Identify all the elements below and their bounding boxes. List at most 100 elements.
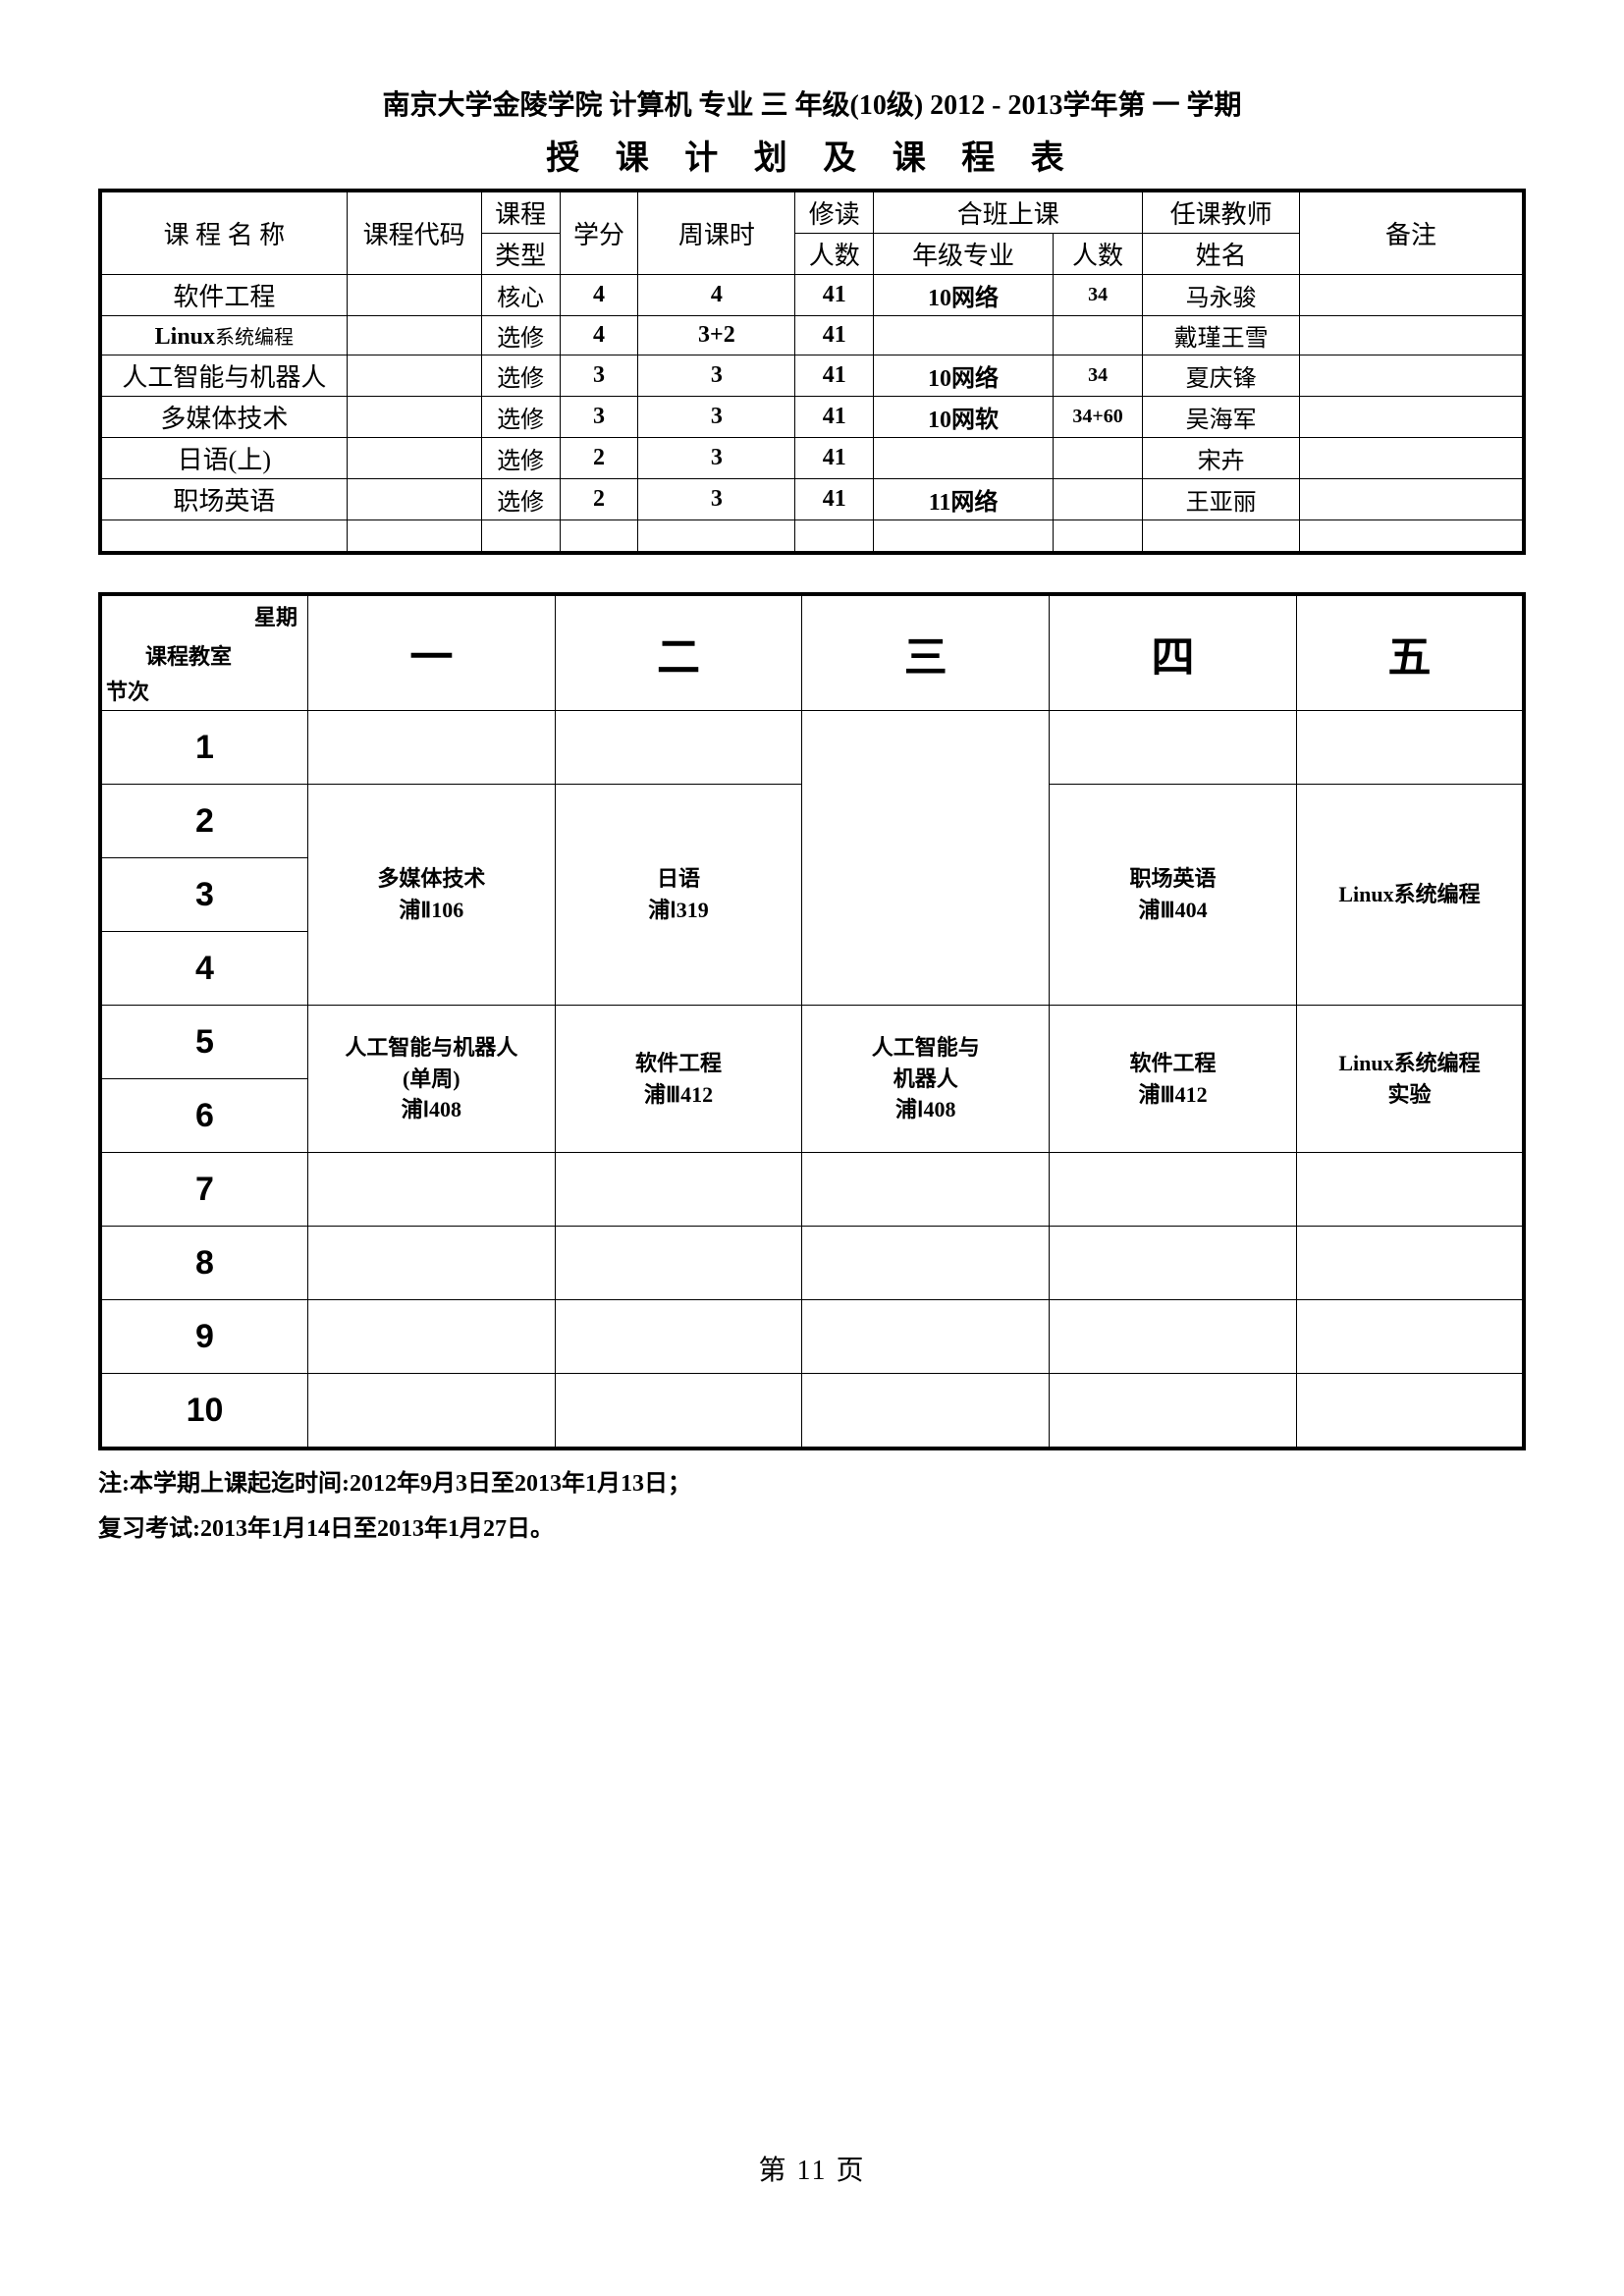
col-enroll2: 人数: [795, 234, 874, 275]
course-plan-table: 课 程 名 称课程代码课程学分周课时修读合班上课任课教师备注类型人数年级专业人数…: [98, 189, 1526, 555]
count-cell: 34: [1053, 355, 1142, 397]
hours-cell: 4: [638, 275, 795, 316]
empty-slot: [307, 1300, 555, 1374]
empty-slot: [1050, 1374, 1297, 1449]
period-label: 10: [100, 1374, 307, 1449]
schedule-corner: 星期课程教室节次: [100, 594, 307, 711]
empty-cell: [560, 520, 638, 554]
grade-cell: [874, 316, 1054, 355]
credits-cell: 4: [560, 275, 638, 316]
teacher-cell: 宋卉: [1143, 438, 1300, 479]
period-label: 3: [100, 858, 307, 932]
col-course-type2: 类型: [481, 234, 560, 275]
empty-cell: [1300, 520, 1524, 554]
col-teacher2: 姓名: [1143, 234, 1300, 275]
remark-cell: [1300, 316, 1524, 355]
page-number: 第 11 页: [0, 2149, 1624, 2188]
credits-cell: 2: [560, 438, 638, 479]
course-slot: Linux系统编程实验: [1296, 1006, 1524, 1153]
hours-cell: 3: [638, 438, 795, 479]
empty-cell: [481, 520, 560, 554]
course-type-cell: 选修: [481, 316, 560, 355]
period-label: 5: [100, 1006, 307, 1079]
enroll-cell: 41: [795, 355, 874, 397]
grade-cell: [874, 438, 1054, 479]
col-course-code: 课程代码: [347, 191, 481, 275]
period-label: 1: [100, 711, 307, 785]
empty-slot: [1296, 1227, 1524, 1300]
empty-slot: [1296, 1374, 1524, 1449]
col-weekly-hours: 周课时: [638, 191, 795, 275]
empty-slot: [307, 711, 555, 785]
remark-cell: [1300, 438, 1524, 479]
empty-cell: [874, 520, 1054, 554]
empty-slot: [555, 711, 802, 785]
count-cell: 34+60: [1053, 397, 1142, 438]
col-remark: 备注: [1300, 191, 1524, 275]
empty-slot: [802, 1300, 1050, 1374]
credits-cell: 3: [560, 397, 638, 438]
page-title: 南京大学金陵学院 计算机 专业 三 年级(10级) 2012 - 2013学年第…: [98, 83, 1526, 123]
col-teacher1: 任课教师: [1143, 191, 1300, 234]
empty-slot: [1050, 711, 1297, 785]
empty-slot: [555, 1374, 802, 1449]
page-subtitle: 授 课 计 划 及 课 程 表: [98, 131, 1526, 179]
hours-cell: 3: [638, 479, 795, 520]
empty-cell: [347, 520, 481, 554]
empty-cell: [638, 520, 795, 554]
day-header: 一: [307, 594, 555, 711]
course-name-cell: 软件工程: [100, 275, 347, 316]
grade-cell: 11网络: [874, 479, 1054, 520]
course-code-cell: [347, 316, 481, 355]
col-count2: 人数: [1053, 234, 1142, 275]
enroll-cell: 41: [795, 397, 874, 438]
course-name-cell: 人工智能与机器人: [100, 355, 347, 397]
course-slot: Linux系统编程: [1296, 785, 1524, 1006]
hours-cell: 3: [638, 397, 795, 438]
footnote-line1: 注:本学期上课起迄时间:2012年9月3日至2013年1月13日；: [98, 1462, 1526, 1507]
teacher-cell: 夏庆锋: [1143, 355, 1300, 397]
period-label: 8: [100, 1227, 307, 1300]
day-header: 三: [802, 594, 1050, 711]
empty-slot: [1296, 711, 1524, 785]
day-header: 二: [555, 594, 802, 711]
course-type-cell: 选修: [481, 355, 560, 397]
grade-cell: 10网络: [874, 355, 1054, 397]
credits-cell: 2: [560, 479, 638, 520]
empty-slot: [307, 1374, 555, 1449]
credits-cell: 3: [560, 355, 638, 397]
course-name-cell: Linux系统编程: [100, 316, 347, 355]
empty-slot: [802, 1374, 1050, 1449]
empty-slot: [555, 1153, 802, 1227]
teacher-cell: 吴海军: [1143, 397, 1300, 438]
empty-cell: [1053, 520, 1142, 554]
course-type-cell: 选修: [481, 479, 560, 520]
count-cell: [1053, 479, 1142, 520]
empty-cell: [795, 520, 874, 554]
day-header: 四: [1050, 594, 1297, 711]
course-type-cell: 选修: [481, 397, 560, 438]
enroll-cell: 41: [795, 275, 874, 316]
empty-slot: [307, 1227, 555, 1300]
footnote: 注:本学期上课起迄时间:2012年9月3日至2013年1月13日； 复习考试:2…: [98, 1462, 1526, 1552]
empty-slot: [1296, 1300, 1524, 1374]
empty-slot: [1050, 1227, 1297, 1300]
teacher-cell: 王亚丽: [1143, 479, 1300, 520]
empty-slot: [1050, 1153, 1297, 1227]
teacher-cell: 马永骏: [1143, 275, 1300, 316]
course-slot: 日语浦Ⅰ319: [555, 785, 802, 1006]
period-label: 6: [100, 1079, 307, 1153]
count-cell: [1053, 438, 1142, 479]
enroll-cell: 41: [795, 316, 874, 355]
course-code-cell: [347, 275, 481, 316]
course-code-cell: [347, 479, 481, 520]
period-label: 7: [100, 1153, 307, 1227]
col-combined: 合班上课: [874, 191, 1143, 234]
course-slot: 软件工程浦Ⅲ412: [555, 1006, 802, 1153]
credits-cell: 4: [560, 316, 638, 355]
remark-cell: [1300, 479, 1524, 520]
empty-cell: [100, 520, 347, 554]
col-credits: 学分: [560, 191, 638, 275]
period-label: 4: [100, 932, 307, 1006]
course-slot: 职场英语浦Ⅲ404: [1050, 785, 1297, 1006]
